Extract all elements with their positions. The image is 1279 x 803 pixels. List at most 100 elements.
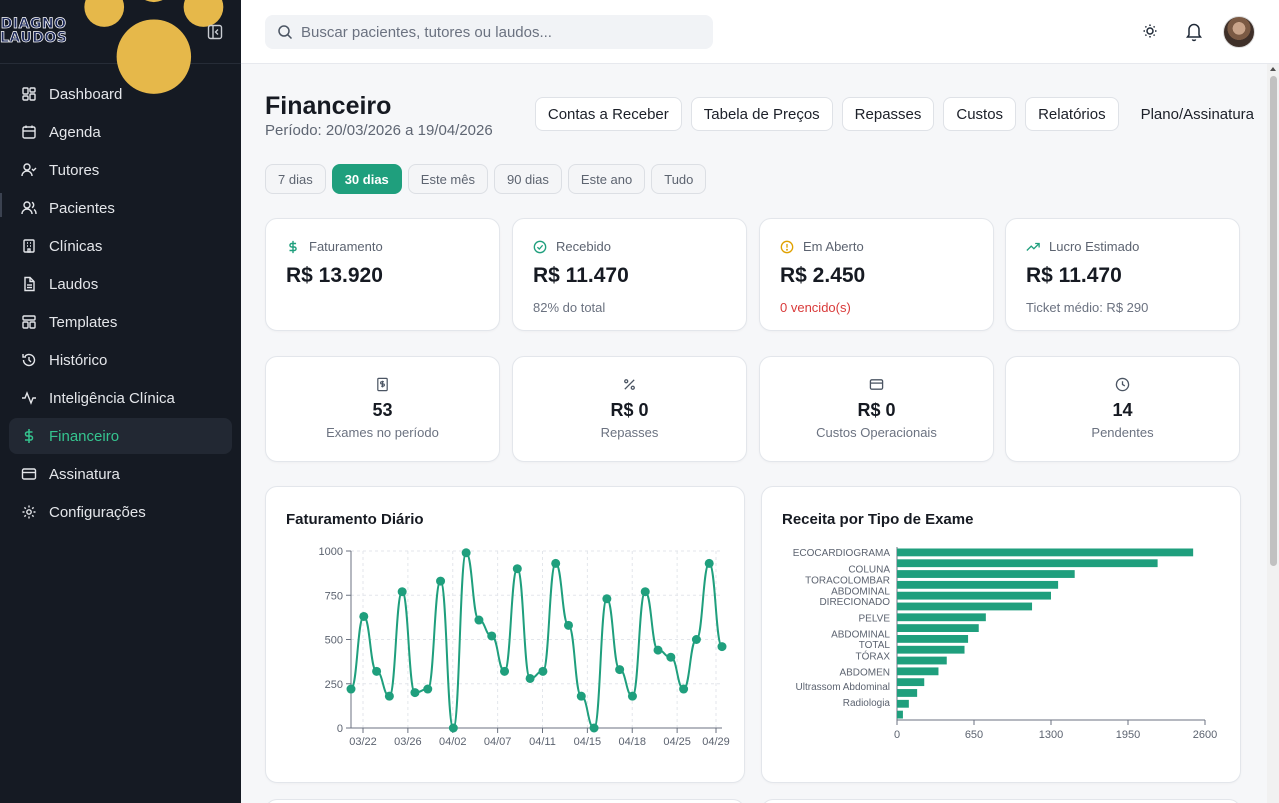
relatorios-button[interactable]: Relatórios — [1025, 97, 1119, 131]
data-point — [563, 620, 573, 630]
chart-receita-por-tipo: Receita por Tipo de Exame 0 650 1300 1950 26… — [761, 486, 1241, 783]
stat-card-pendentes: 14 Pendentes — [1005, 356, 1240, 462]
data-point — [538, 666, 548, 676]
kpi-card-faturamento: Faturamento R$ 13.920 — [265, 218, 500, 331]
search-input[interactable] — [301, 23, 701, 41]
bar — [897, 624, 979, 632]
kpi-value: R$ 2.450 — [780, 264, 866, 287]
alert-circle-icon — [780, 240, 794, 253]
bar — [897, 699, 909, 708]
sidebar-item-label: Inteligência Clínica — [49, 389, 175, 407]
paw-icon — [84, 0, 224, 94]
data-point — [653, 645, 663, 655]
category-label: ABDOMINAL — [831, 630, 890, 641]
page-scrollbar[interactable] — [1267, 64, 1279, 803]
x-tick-label: 04/11 — [529, 736, 556, 748]
category-label: TORACOLOMBAR — [805, 575, 890, 586]
sidebar-item-financeiro[interactable]: Financeiro — [9, 418, 232, 454]
building-icon — [23, 239, 35, 253]
sidebar-item-label: Laudos — [49, 275, 99, 293]
bar — [897, 678, 925, 687]
sidebar-item-historico[interactable]: Histórico — [9, 342, 232, 378]
category-label: Ultrassom Abdominal — [796, 682, 890, 693]
data-point — [602, 594, 612, 604]
layout-icon — [22, 315, 36, 329]
stat-card-custos: R$ 0 Custos Operacionais — [759, 356, 994, 462]
bar — [897, 602, 1033, 611]
dollar-icon — [289, 240, 297, 253]
sidebar-item-label: Clínicas — [49, 237, 103, 255]
custos-button[interactable]: Custos — [943, 97, 1017, 131]
kpi-value: R$ 13.920 — [286, 264, 383, 287]
filter-30-dias[interactable]: 30 dias — [331, 164, 402, 194]
filter-este-ano[interactable]: Este ano — [567, 164, 646, 194]
calendar-icon — [22, 125, 36, 139]
filter-este-mes[interactable]: Este mês — [407, 164, 488, 194]
sidebar-item-tutores[interactable]: Tutores — [9, 152, 232, 188]
activity-icon — [22, 391, 36, 405]
kpi-label-text: Faturamento — [309, 239, 383, 254]
search-box[interactable] — [265, 15, 713, 49]
sidebar-item-clinicas[interactable]: Clínicas — [9, 228, 232, 264]
filter-7-dias[interactable]: 7 dias — [265, 164, 326, 194]
user-avatar[interactable] — [1223, 16, 1255, 48]
notifications-bell-icon[interactable] — [1184, 20, 1204, 42]
repasses-button[interactable]: Repasses — [841, 97, 935, 131]
kpi-value: R$ 11.470 — [1026, 264, 1122, 287]
sidebar-item-pacientes[interactable]: Pacientes — [9, 190, 232, 226]
sidebar-item-templates[interactable]: Templates — [9, 304, 232, 340]
kpi-label: Em Aberto — [780, 239, 973, 254]
sidebar-item-assinatura[interactable]: Assinatura — [9, 456, 232, 492]
scrollbar-thumb[interactable] — [1270, 76, 1277, 566]
data-point — [691, 635, 701, 644]
kpi-label: Lucro Estimado — [1026, 239, 1219, 254]
sidebar-item-configuracoes[interactable]: Configurações — [9, 494, 232, 530]
data-point — [397, 587, 407, 597]
data-point — [679, 684, 689, 694]
sidebar-item-label: Configurações — [49, 503, 146, 521]
chart-title: Receita por Tipo de Exame — [782, 511, 974, 528]
y-tick-label: 0 — [337, 723, 343, 735]
data-point — [372, 666, 382, 676]
stat-value: 53 — [372, 400, 393, 420]
sidebar-item-label: Templates — [49, 313, 118, 331]
sidebar-item-dashboard[interactable]: Dashboard — [9, 76, 232, 112]
sidebar-item-agenda[interactable]: Agenda — [9, 114, 232, 150]
x-tick-label: 04/07 — [484, 736, 512, 748]
category-label: ABDOMINAL — [831, 586, 890, 597]
next-card-right — [761, 799, 1241, 803]
x-tick-label: 04/29 — [702, 736, 730, 748]
stat-card-exames: 53 Exames no período — [265, 356, 500, 462]
tabela-de-precos-button[interactable]: Tabela de Preços — [690, 97, 833, 131]
bar — [897, 710, 903, 719]
contas-a-receber-button[interactable]: Contas a Receber — [534, 97, 682, 131]
stat-caption: Exames no período — [326, 425, 439, 440]
app-logo[interactable]: DIAGNO LAUDOS — [0, 17, 67, 45]
filter-90-dias[interactable]: 90 dias — [493, 164, 562, 194]
page-title: Financeiro — [265, 92, 392, 120]
data-point — [666, 652, 676, 662]
trending-up-icon — [1026, 242, 1040, 251]
data-point — [359, 611, 369, 621]
scroll-up-arrow[interactable] — [1270, 67, 1276, 71]
sidebar-collapse-icon[interactable] — [207, 24, 223, 40]
x-tick-label: 1950 — [1116, 729, 1140, 741]
theme-toggle-icon[interactable] — [1140, 20, 1160, 42]
sidebar-item-label: Histórico — [49, 351, 108, 369]
topbar — [241, 0, 1279, 64]
sidebar-item-laudos[interactable]: Laudos — [9, 266, 232, 302]
data-point — [436, 576, 446, 586]
sidebar-item-inteligencia-clinica[interactable]: Inteligência Clínica — [9, 380, 232, 416]
kpi-label: Faturamento — [286, 239, 479, 254]
stat-caption: Custos Operacionais — [816, 425, 937, 440]
check-circle-icon — [533, 240, 547, 253]
plano-assinatura-button[interactable]: Plano/Assinatura — [1140, 105, 1254, 123]
y-tick-label: 750 — [325, 590, 343, 602]
y-tick-label: 250 — [325, 679, 343, 691]
clock-icon — [1115, 377, 1130, 392]
filter-tudo[interactable]: Tudo — [651, 164, 707, 194]
users-icon — [21, 201, 37, 215]
x-tick-label: 04/25 — [663, 736, 691, 748]
x-tick-label: 04/02 — [439, 736, 467, 748]
sidebar-item-label: Agenda — [49, 123, 101, 141]
